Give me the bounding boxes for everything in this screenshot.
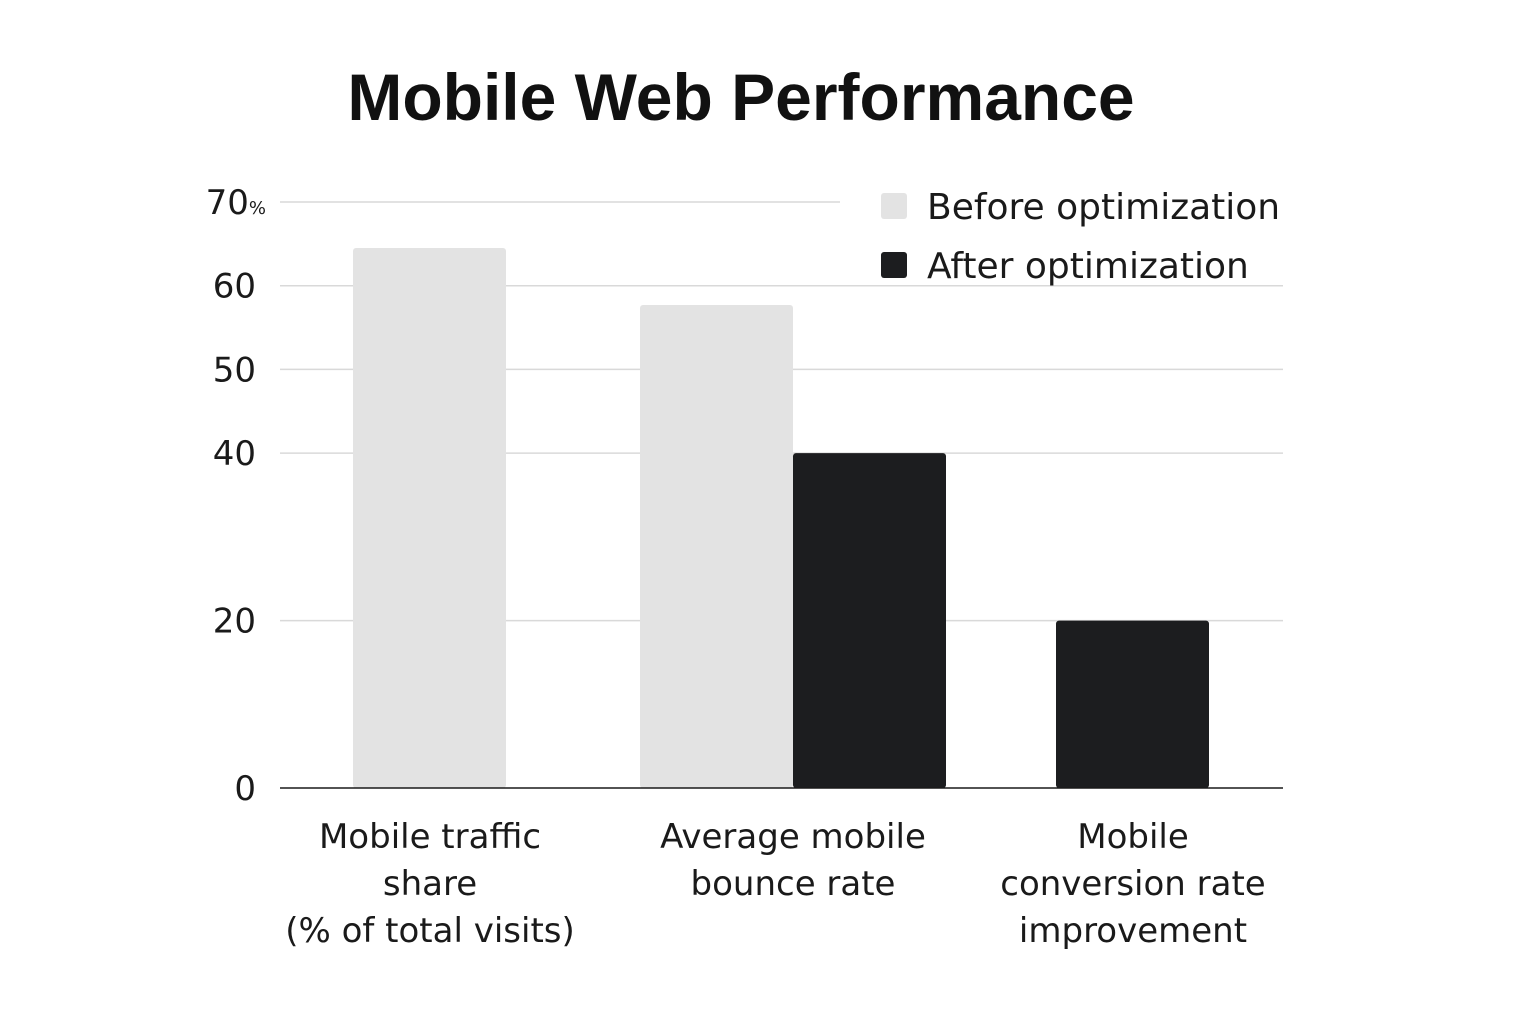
legend-label-after: After optimization [927,246,1249,287]
x-category-label-3-line-2: conversion rate [1000,864,1265,904]
x-category-label-2-line-2: bounce rate [691,864,896,904]
y-tick-label-70: 70% [206,183,266,223]
bar-before-2 [640,304,793,788]
x-category-label-3-line-3: improvement [1019,911,1247,951]
legend-label-before: Before optimization [927,187,1280,228]
bar-before-1 [353,248,506,789]
x-axis-category-labels: Mobile traffic share (% of total visits) Av… [285,817,1266,951]
y-tick-label-40: 40 [213,434,256,474]
x-category-label-1-line-3: (% of total visits) [285,911,575,951]
y-tick-label-50: 50 [213,350,256,390]
legend: Before optimization After optimization [881,187,1280,287]
y-tick-label-60: 60 [213,267,256,307]
y-axis-ticks: 0 20 40 50 60 70% [206,183,266,809]
x-category-label-3-line-1: Mobile [1077,817,1189,857]
bar-after-2 [793,453,946,788]
y-tick-label-20: 20 [213,602,256,642]
x-category-label-1-line-2: share [383,864,477,904]
x-category-label-2-line-1: Average mobile [660,817,926,857]
bars [353,248,1209,789]
legend-swatch-after [881,252,907,278]
x-category-label-1-line-1: Mobile traffic [319,817,541,857]
bar-after-3 [1056,620,1209,788]
chart-title: Mobile Web Performance [347,60,1134,134]
y-tick-label-0: 0 [234,769,256,809]
legend-swatch-before [881,193,907,219]
